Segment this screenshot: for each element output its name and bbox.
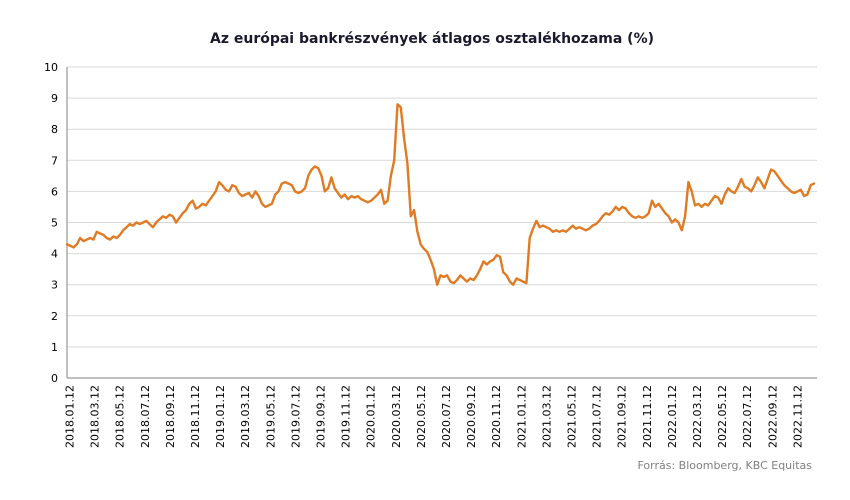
y-tick-label: 6 xyxy=(51,185,58,198)
x-tick-label: 2020.11.12 xyxy=(490,385,503,448)
x-tick-label: 2020.01.12 xyxy=(365,385,378,448)
chart-title: Az európai bankrészvények átlagos osztal… xyxy=(210,31,654,47)
gridlines xyxy=(67,66,817,348)
x-tick-label: 2022.03.12 xyxy=(691,385,704,448)
x-tick-label: 2021.11.12 xyxy=(641,385,654,448)
y-tick-label: 9 xyxy=(51,92,58,105)
y-axis-tick-labels: 0 1 2 3 4 5 6 7 8 9 10 xyxy=(44,61,58,385)
x-tick-label: 2019.05.12 xyxy=(264,385,277,448)
x-tick-label: 2022.11.12 xyxy=(791,385,804,448)
x-tick-label: 2018.01.12 xyxy=(64,385,77,448)
y-tick-label: 3 xyxy=(51,279,58,292)
x-tick-label: 2019.07.12 xyxy=(289,385,302,448)
y-tick-label: 10 xyxy=(44,61,58,74)
x-tick-label: 2022.05.12 xyxy=(716,385,729,448)
x-tick-label: 2018.05.12 xyxy=(114,385,127,448)
x-tick-label: 2019.01.12 xyxy=(214,385,227,448)
x-tick-label: 2018.07.12 xyxy=(139,385,152,448)
x-tick-label: 2020.03.12 xyxy=(390,385,403,448)
x-axis-tick-labels: 2018.01.12 2018.03.12 2018.05.12 2018.07.12… xyxy=(64,385,805,448)
x-tick-label: 2019.03.12 xyxy=(239,385,252,448)
series-line xyxy=(65,103,816,286)
x-tick-label: 2022.01.12 xyxy=(666,385,679,448)
x-tick-label: 2021.09.12 xyxy=(616,385,629,448)
y-tick-label: 2 xyxy=(51,310,58,323)
y-tick-label: 5 xyxy=(51,217,58,230)
x-tick-label: 2022.07.12 xyxy=(741,385,754,448)
x-tick-label: 2020.05.12 xyxy=(415,385,428,448)
y-tick-label: 7 xyxy=(51,154,58,167)
x-tick-label: 2021.07.12 xyxy=(591,385,604,448)
x-tick-label: 2018.11.12 xyxy=(189,385,202,448)
x-tick-label: 2018.09.12 xyxy=(164,385,177,448)
x-tick-label: 2020.07.12 xyxy=(440,385,453,448)
x-tick-label: 2019.09.12 xyxy=(315,385,328,448)
axes xyxy=(66,67,817,379)
y-tick-label: 1 xyxy=(51,341,58,354)
x-tick-label: 2022.09.12 xyxy=(766,385,779,448)
x-tick-label: 2018.03.12 xyxy=(89,385,102,448)
x-tick-label: 2020.09.12 xyxy=(465,385,478,448)
series-dividend-yield xyxy=(65,103,816,286)
x-tick-label: 2021.05.12 xyxy=(566,385,579,448)
x-tick-label: 2021.01.12 xyxy=(515,385,528,448)
x-tick-label: 2019.11.12 xyxy=(340,385,353,448)
source-note: Forrás: Bloomberg, KBC Equitas xyxy=(637,459,812,472)
y-tick-label: 4 xyxy=(51,248,58,261)
x-tick-label: 2021.03.12 xyxy=(540,385,553,448)
y-tick-label: 0 xyxy=(51,372,58,385)
y-tick-label: 8 xyxy=(51,123,58,136)
